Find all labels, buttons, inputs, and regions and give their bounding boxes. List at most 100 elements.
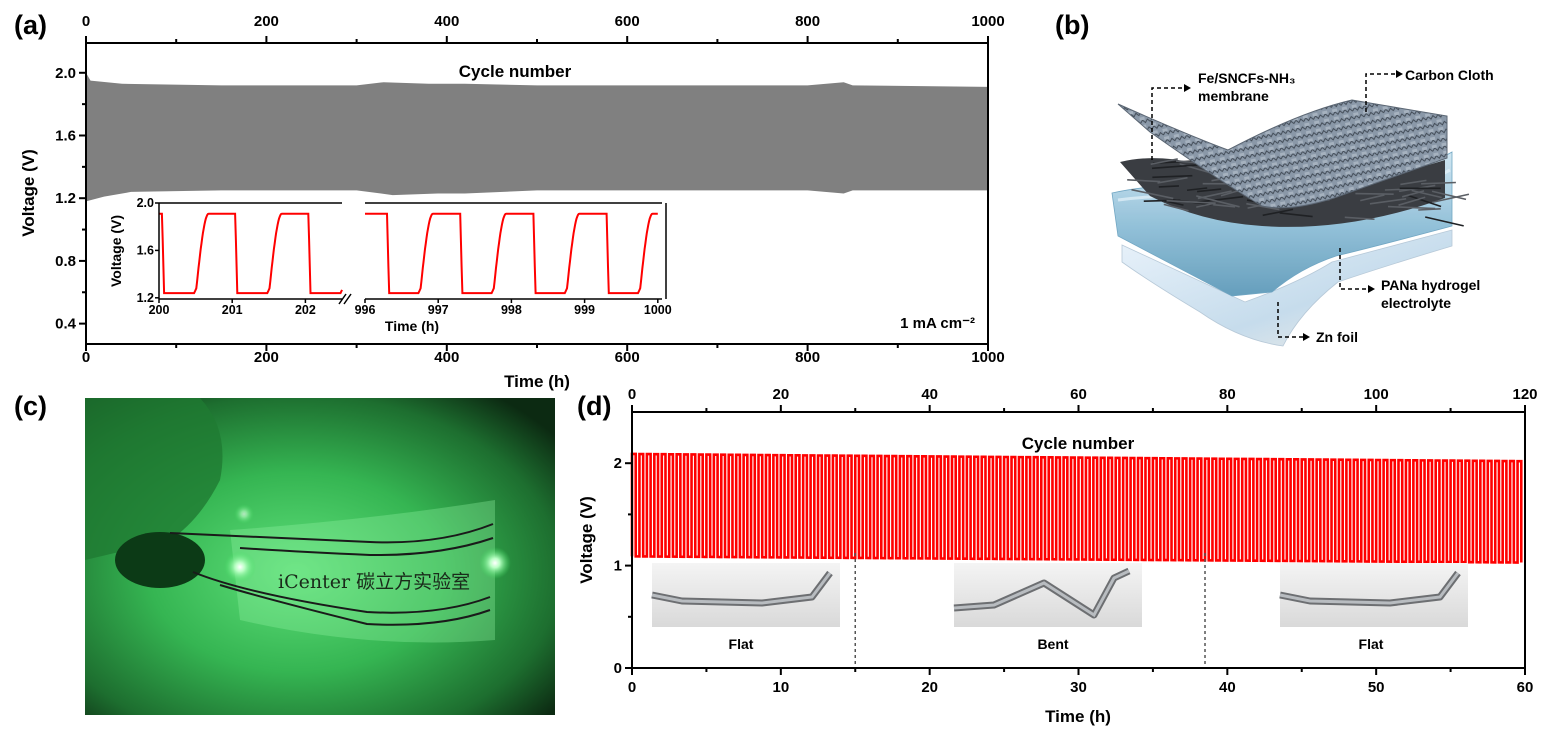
fiber <box>1166 199 1216 205</box>
inset-x-tick-label: 200 <box>149 303 170 317</box>
x-tick-label: 0 <box>82 349 90 366</box>
top-tick-label: 400 <box>434 13 459 30</box>
fiber <box>1431 190 1467 201</box>
top-axis-title: Cycle number <box>1022 434 1135 453</box>
fiber <box>1418 208 1441 211</box>
inset-x-tick-label: 996 <box>355 303 376 317</box>
fiber <box>1197 188 1222 193</box>
inset-y-tick-label: 1.2 <box>137 291 154 305</box>
panel-a-axes: 0 200 400 600 800 1000 0 200 400 600 800 1000 0.4 0.8… <box>55 13 1005 366</box>
fiber <box>1355 192 1394 196</box>
inset-x-tick-label: 201 <box>222 303 243 317</box>
led-right <box>479 547 511 579</box>
cycling-waveform <box>630 452 1523 668</box>
callout-leaders <box>1151 73 1396 338</box>
y-axis-title: Voltage (V) <box>19 149 38 237</box>
x-tick-label: 0 <box>628 679 636 696</box>
fiber <box>1425 216 1464 227</box>
fiber <box>1411 189 1442 199</box>
y-axis-title: Voltage (V) <box>577 496 596 584</box>
inset-y-tick-label: 1.6 <box>137 243 154 257</box>
x-axis-title: Time (h) <box>504 372 570 391</box>
x-tick-label: 200 <box>254 349 279 366</box>
top-tick-label: 60 <box>1070 386 1087 403</box>
zn-foil-layer <box>1121 229 1453 347</box>
inset-waveform-segment <box>159 212 343 295</box>
panel-d-flexibility-chart: Flat Bent Flat 0 10 20 30 40 50 600 20 40 60 80 100 12… <box>577 386 1538 726</box>
fiber <box>1408 194 1442 208</box>
axis-break-mark <box>338 293 347 305</box>
y-tick-label: 1.6 <box>55 127 76 144</box>
top-tick-label: 120 <box>1512 386 1537 403</box>
inset-x-tick-label: 997 <box>428 303 449 317</box>
x-tick-label: 40 <box>1219 679 1236 696</box>
voltage-band-area <box>86 72 988 202</box>
voltage-profile-band <box>86 72 988 202</box>
panel-b-battery-schematic: Fe/SNCFs-NH₃ membrane Carbon Cloth PANa … <box>1111 67 1494 347</box>
top-tick-label: 1000 <box>971 13 1004 30</box>
fiber <box>1431 193 1470 204</box>
hand-silhouette <box>85 398 223 560</box>
panel-label-d: (d) <box>577 391 611 421</box>
fiber <box>1163 203 1189 212</box>
x-axis-title: Time (h) <box>1045 707 1111 726</box>
top-tick-label: 20 <box>772 386 789 403</box>
top-tick-label: 80 <box>1219 386 1236 403</box>
finger-shadow <box>115 532 205 588</box>
x-tick-label: 1000 <box>971 349 1004 366</box>
callout-arrowheads <box>1184 70 1403 341</box>
state-photos: Flat Bent Flat <box>651 563 1468 652</box>
panel-c-led-photo: iCenter 碳立方实验室 <box>85 398 555 715</box>
inset-background <box>159 203 666 299</box>
y-tick-label: 0.8 <box>55 253 76 270</box>
x-tick-label: 20 <box>921 679 938 696</box>
fiber <box>1150 158 1178 166</box>
carbon-cloth-layer <box>1117 99 1448 209</box>
y-tick-label: 1.2 <box>55 190 76 207</box>
fiber <box>1197 195 1244 203</box>
membrane-label: Fe/SNCFs-NH₃ <box>1198 70 1295 86</box>
inset-y-tick-label: 2.0 <box>137 196 154 210</box>
inset-y-axis-title: Voltage (V) <box>108 215 124 287</box>
inset-chart: 200 201 202 996 997 998 999 1000 1.2 1.6 2.0 Time (… <box>108 196 672 334</box>
fiber <box>1151 164 1200 170</box>
led-left <box>224 551 256 583</box>
top-tick-label: 600 <box>615 13 640 30</box>
fiber <box>1400 179 1427 186</box>
inset-x-tick-label: 1000 <box>644 303 672 317</box>
carbon-cloth-label: Carbon Cloth <box>1405 67 1494 83</box>
inset-x-tick-label: 202 <box>295 303 316 317</box>
top-tick-label: 0 <box>628 386 636 403</box>
fiber <box>1152 174 1193 179</box>
fiber <box>1387 205 1436 210</box>
state-label: Flat <box>729 636 754 652</box>
inset-x-axis-title: Time (h) <box>385 318 439 334</box>
inset-waveform-segment <box>365 212 658 295</box>
state-photo-bent <box>954 563 1142 627</box>
top-axis-title: Cycle number <box>459 62 572 81</box>
zn-foil-label: Zn foil <box>1316 329 1358 345</box>
voltage-waveform <box>630 452 1523 564</box>
printed-strip-text: iCenter 碳立方实验室 <box>278 571 470 593</box>
x-tick-label: 600 <box>615 349 640 366</box>
battery-strip-highlight <box>1279 572 1460 605</box>
y-tick-label: 0 <box>614 660 622 677</box>
fiber <box>1262 208 1294 217</box>
top-tick-label: 800 <box>795 13 820 30</box>
top-tick-label: 0 <box>82 13 90 30</box>
membrane-label-line2: membrane <box>1198 88 1269 104</box>
hydrogel-label-line2: electrolyte <box>1381 295 1451 311</box>
panel-label-a: (a) <box>14 10 47 40</box>
top-tick-label: 200 <box>254 13 279 30</box>
y-tick-label: 0.4 <box>55 316 77 333</box>
fiber <box>1213 203 1236 208</box>
fiber <box>1398 196 1426 206</box>
x-tick-label: 800 <box>795 349 820 366</box>
state-label: Bent <box>1037 636 1068 652</box>
x-tick-label: 30 <box>1070 679 1087 696</box>
x-tick-label: 50 <box>1368 679 1385 696</box>
fiber <box>1164 200 1184 206</box>
x-tick-label: 10 <box>772 679 789 696</box>
battery-strip-highlight <box>953 569 1130 618</box>
